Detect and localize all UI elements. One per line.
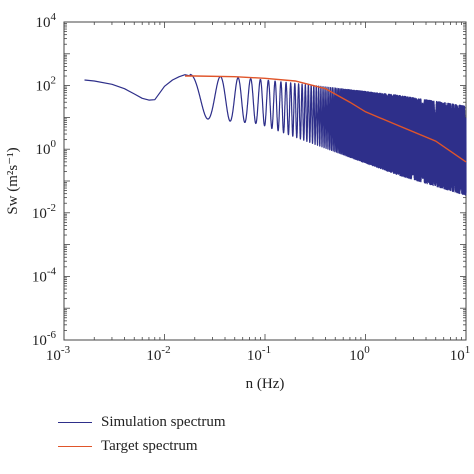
y-tick-label: 104 bbox=[36, 11, 57, 31]
series-target-line bbox=[185, 75, 467, 163]
legend-swatch-target bbox=[58, 445, 92, 447]
y-tick-label: 102 bbox=[36, 75, 57, 95]
legend-item-target: Target spectrum bbox=[58, 434, 226, 458]
chart-svg: 10-3 10-2 10-1 100 10110-610-410-2100102104 … bbox=[5, 11, 470, 392]
x-tick-label: 101 bbox=[450, 344, 471, 364]
legend: Simulation spectrum Target spectrum bbox=[58, 410, 226, 458]
y-tick-label: 10-2 bbox=[32, 202, 56, 222]
axes-frame bbox=[63, 21, 467, 341]
x-tick-label: 100 bbox=[349, 344, 370, 364]
y-tick-label: 100 bbox=[36, 138, 57, 158]
x-tick-label: 10-1 bbox=[247, 344, 271, 364]
x-tick-label: 10-3 bbox=[46, 344, 71, 364]
plot-area: 10-3 10-2 10-1 100 101 10-6 10-4 10-2 100 102 104 bbox=[32, 11, 470, 364]
legend-swatch-simulation bbox=[58, 421, 92, 423]
legend-item-simulation: Simulation spectrum bbox=[58, 410, 226, 434]
y-tick-label: 10-6 bbox=[32, 329, 57, 349]
series-simulation-line bbox=[84, 73, 467, 196]
legend-label-simulation: Simulation spectrum bbox=[101, 413, 226, 430]
y-axis-label: Sw (m²s⁻¹) bbox=[5, 147, 21, 214]
legend-label-target: Target spectrum bbox=[101, 437, 198, 454]
y-tick-label: 10-4 bbox=[32, 265, 57, 285]
x-tick-label: 10-2 bbox=[146, 344, 170, 364]
x-axis-label: n (Hz) bbox=[246, 376, 285, 392]
